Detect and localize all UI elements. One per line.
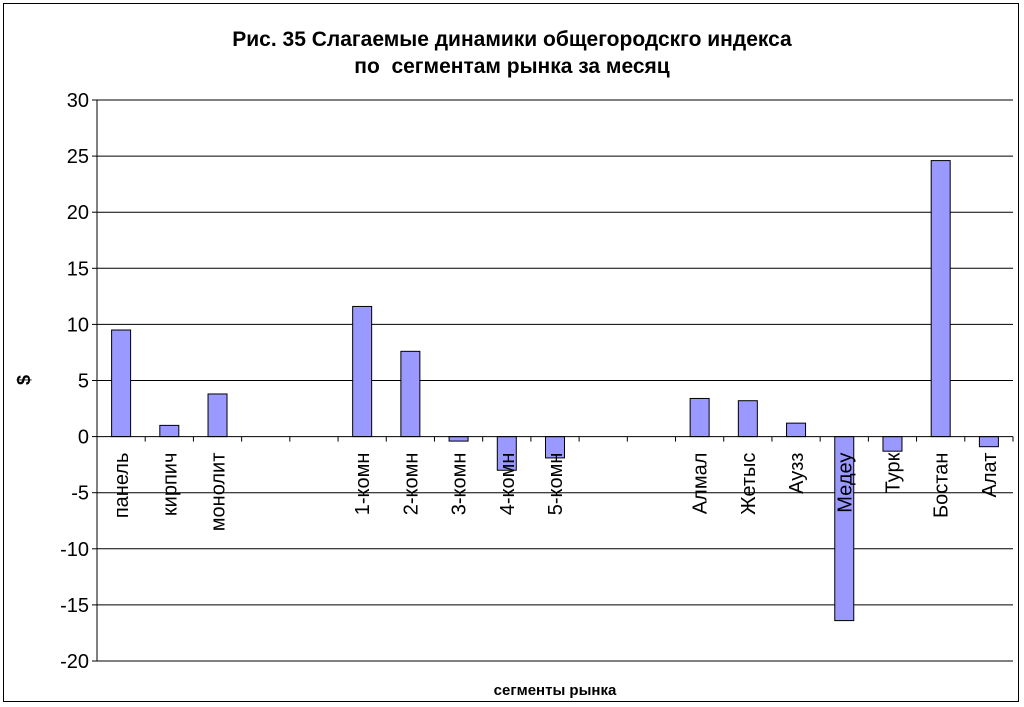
y-tick-label: -5: [71, 483, 89, 505]
y-axis-title: $: [14, 375, 34, 385]
y-tick-label: 5: [78, 371, 89, 393]
bar: [882, 436, 903, 452]
x-tick-label: 1-комн: [352, 453, 374, 516]
x-tick-label: Бостан: [931, 453, 953, 518]
x-tick-label: Алмал: [690, 453, 712, 515]
x-tick-label: Жетыс: [738, 453, 760, 515]
bar: [689, 397, 710, 438]
chart-title-line-1: Рис. 35 Слагаемые динамики общегородскго…: [232, 28, 792, 51]
x-tick-label: 4-комн: [497, 453, 519, 516]
bar: [207, 393, 228, 438]
y-tick-label: 10: [67, 314, 89, 336]
y-tick-label: -15: [60, 595, 89, 617]
bar: [786, 422, 807, 438]
x-tick-label: кирпич: [159, 453, 181, 516]
x-tick-label: Алат: [979, 453, 1001, 498]
bar: [111, 329, 132, 438]
y-tick-label: 30: [67, 90, 89, 112]
chart-title-line-2: по сегментам рынка за месяц: [354, 55, 670, 78]
x-tick-label: 5-комн: [545, 453, 567, 516]
x-axis-title: сегменты рынка: [494, 682, 617, 699]
bar: [400, 350, 421, 438]
x-tick-label: Аузз: [786, 453, 808, 494]
x-tick-label: Медеу: [834, 453, 856, 513]
y-tick-label: 0: [78, 427, 89, 449]
bar: [159, 424, 180, 438]
bar: [930, 160, 951, 438]
x-tick-label: монолит: [208, 453, 230, 532]
y-tick-label: 15: [67, 258, 89, 280]
x-tick-label: панель: [111, 453, 133, 519]
x-tick-label: 3-комн: [449, 453, 471, 516]
bar: [737, 400, 758, 438]
y-tick-label: -20: [60, 651, 89, 673]
y-tick-label: 20: [67, 202, 89, 224]
bar: [978, 436, 999, 448]
y-tick-label: 25: [67, 146, 89, 168]
x-tick-label: Турк: [882, 452, 904, 493]
y-tick-label: -10: [60, 539, 89, 561]
x-tick-label: 2-комн: [400, 453, 422, 516]
bar: [448, 436, 469, 442]
chart-title: Рис. 35 Слагаемые динамики общегородскго…: [0, 26, 1024, 80]
bar: [352, 305, 373, 438]
